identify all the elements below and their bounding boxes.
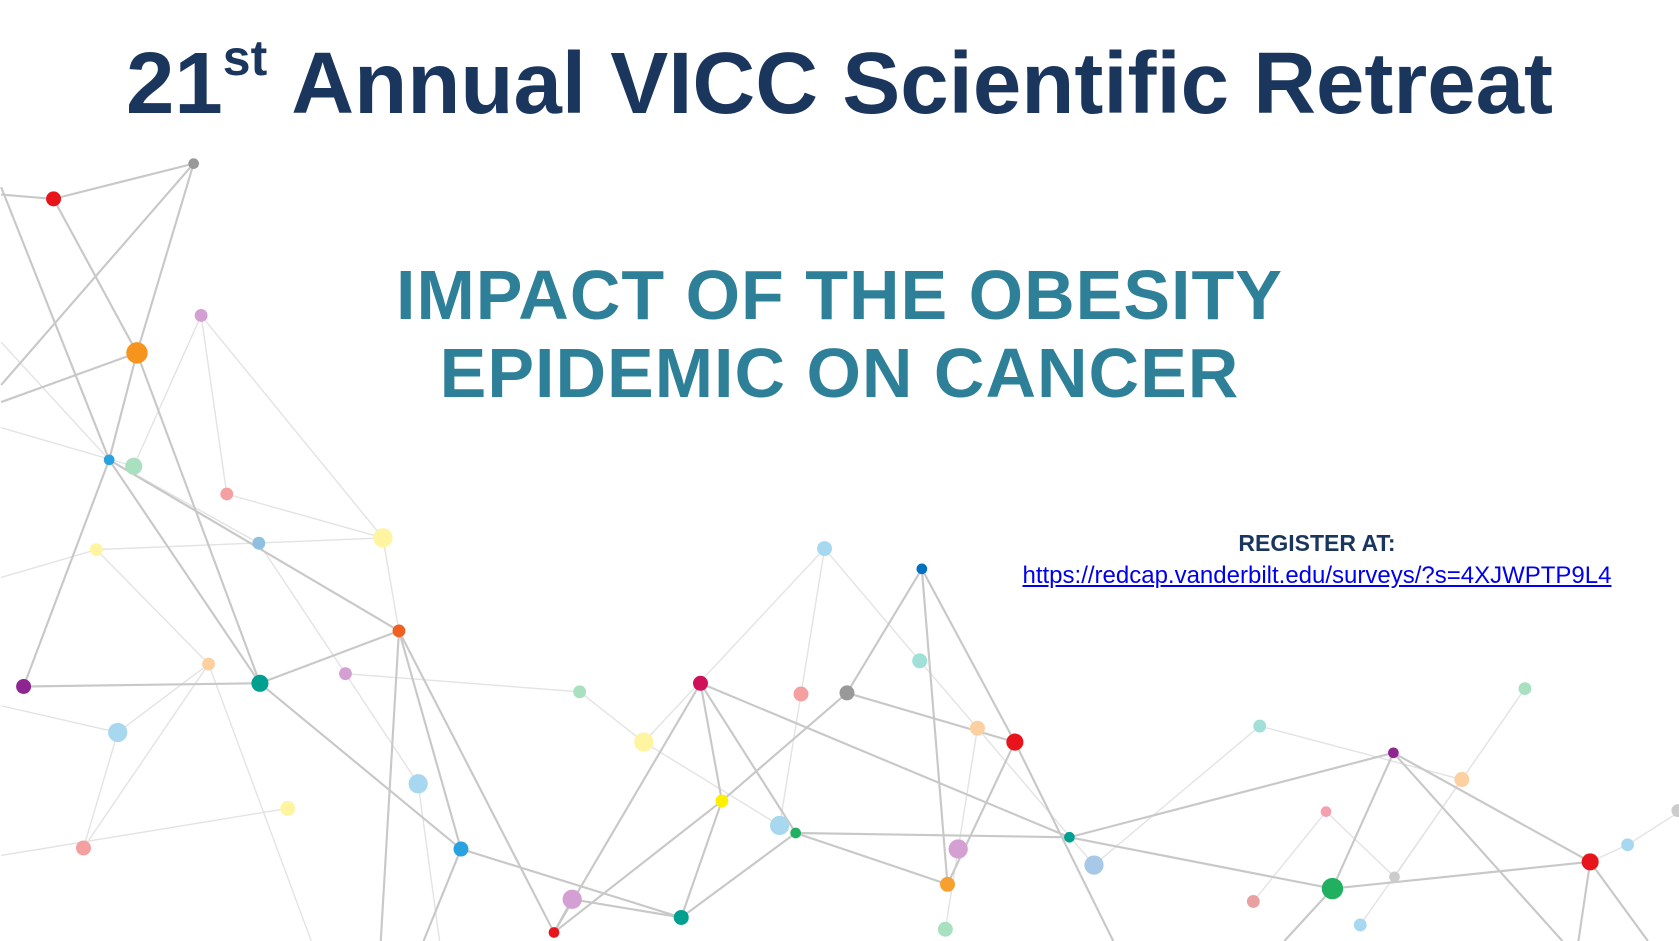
title-text: Annual VICC Scientific Retreat <box>291 35 1553 132</box>
network-nodes <box>16 158 1679 938</box>
slide-title: 21st Annual VICC Scientific Retreat <box>0 30 1679 134</box>
title-number: 21 <box>125 35 223 132</box>
subtitle-line: EPIDEMIC ON CANCER <box>439 334 1240 412</box>
register-link[interactable]: https://redcap.vanderbilt.edu/surveys/?s… <box>1022 562 1612 589</box>
register-link-wrap: https://redcap.vanderbilt.edu/surveys/?s… <box>960 562 1674 590</box>
subtitle-line: IMPACT OF THE OBESITY <box>396 256 1283 334</box>
register-label: REGISTER AT: <box>1238 530 1396 556</box>
title-suffix: st <box>222 30 268 86</box>
